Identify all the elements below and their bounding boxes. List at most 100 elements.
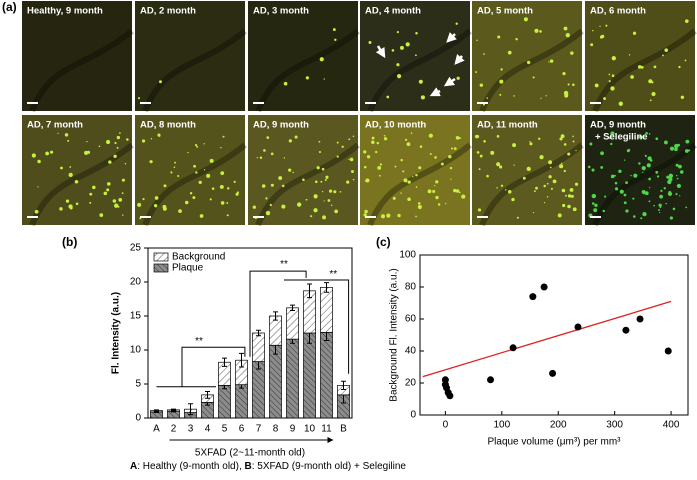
plaque-dot	[676, 177, 679, 180]
plaque-dot	[550, 187, 553, 190]
plaque-dot	[266, 136, 270, 139]
plaque-dot	[386, 95, 390, 99]
x-tick-label: 300	[606, 420, 623, 431]
plaque-dot	[397, 74, 402, 79]
plaque-dot	[610, 142, 613, 146]
point	[509, 344, 517, 352]
plaque-dot	[522, 176, 526, 180]
point	[446, 392, 454, 400]
plaque-dot	[220, 201, 225, 205]
plaque-dot	[194, 144, 198, 147]
legend-label: Background	[172, 252, 225, 263]
plaque-dot	[203, 143, 205, 145]
plaque-dot	[269, 203, 272, 207]
plaque-dot	[497, 35, 501, 39]
legend-swatch	[153, 252, 169, 262]
plaque-dot	[435, 195, 439, 200]
plaque-dot	[383, 137, 388, 141]
plaque-dot	[453, 147, 457, 151]
plaque-dot	[593, 208, 598, 213]
plaque-dot	[668, 173, 674, 178]
plaque-dot	[669, 146, 675, 151]
plaque-dot	[641, 166, 646, 171]
caption-part: : Healthy (9-month old),	[137, 461, 244, 472]
plaque-dot	[653, 65, 657, 69]
plaque-dot	[608, 136, 612, 140]
plaque-dot	[288, 168, 292, 172]
plaque-dot	[678, 65, 681, 69]
plaque-dot	[404, 138, 408, 141]
plaque-dot	[574, 182, 579, 186]
error-bar	[273, 311, 278, 321]
point	[487, 376, 495, 384]
vessel	[255, 28, 360, 113]
plaque-dot	[400, 158, 403, 162]
image-label: AD, 7 month	[27, 120, 83, 131]
pointer-arrow	[443, 76, 456, 87]
image-label: AD, 9 month	[253, 120, 309, 131]
plaque-dot	[507, 189, 512, 194]
plaque-dot	[565, 33, 570, 38]
plaque-dot	[642, 211, 647, 217]
plaque-dot	[660, 189, 663, 193]
x-tick-label: 9	[290, 424, 296, 435]
plaque-dot	[630, 174, 632, 177]
error-bar	[154, 409, 159, 412]
plaque-dot	[543, 201, 546, 204]
plaque-dot	[265, 197, 268, 200]
plaque-dot	[327, 199, 331, 202]
plaque-dot	[314, 180, 318, 184]
plaque-dot	[334, 209, 338, 214]
plaque-dot	[676, 174, 678, 177]
plaque-dot	[496, 135, 500, 138]
plaque-dot	[567, 194, 572, 198]
plaque-dot	[292, 171, 294, 174]
plaque-dot	[86, 140, 88, 143]
plaque-dot	[394, 165, 397, 168]
bar	[303, 332, 316, 419]
plaque-dot	[336, 155, 339, 158]
plaque-dot	[644, 154, 647, 158]
x-tick-label: 6	[239, 424, 245, 435]
error-bar	[188, 403, 193, 416]
plaque-dot	[479, 83, 484, 87]
plaque-dot	[137, 97, 141, 100]
plaque-dot	[599, 35, 604, 39]
plaque-dot	[305, 198, 308, 201]
plaque-dot	[684, 149, 689, 153]
image-label: AD, 10 month	[365, 120, 426, 131]
plaque-dot	[281, 204, 286, 209]
y-tick-label: 25	[130, 243, 142, 254]
plaque-dot	[642, 171, 644, 174]
plaque-dot	[415, 186, 418, 188]
plaque-dot	[638, 162, 641, 165]
point	[529, 293, 537, 301]
micrograph	[585, 1, 695, 111]
plaque-dot	[618, 101, 623, 106]
plaque-dot	[177, 174, 180, 177]
plaque-dot	[92, 185, 96, 190]
image-label: AD, 9 month	[590, 120, 646, 131]
plaque-dot	[407, 180, 411, 184]
plaque-dot	[678, 164, 682, 169]
plaque-dot	[567, 83, 570, 86]
plaque-dot	[222, 135, 225, 138]
plaque-dot	[640, 65, 644, 69]
plaque-dot	[656, 175, 660, 178]
plaque-dot	[590, 43, 594, 47]
plaque-dot	[664, 48, 669, 52]
plaque-dot	[226, 214, 229, 217]
x-axis-title: Plaque volume (μm³) per mm³	[487, 437, 621, 448]
plaque-dot	[643, 192, 645, 195]
x-axis-title: 5XFAD (2~11-month old)	[195, 448, 305, 459]
plaque-dot	[600, 151, 604, 156]
plaque-dot	[532, 76, 535, 79]
plaque-dot	[570, 194, 574, 198]
plaque-dot	[339, 191, 342, 193]
micrograph	[22, 1, 132, 111]
plaque-dot	[684, 19, 689, 23]
plaque-dot	[560, 162, 563, 165]
plaque-dot	[142, 197, 145, 201]
plaque-dot	[479, 154, 483, 158]
plaque-dot	[336, 141, 339, 144]
